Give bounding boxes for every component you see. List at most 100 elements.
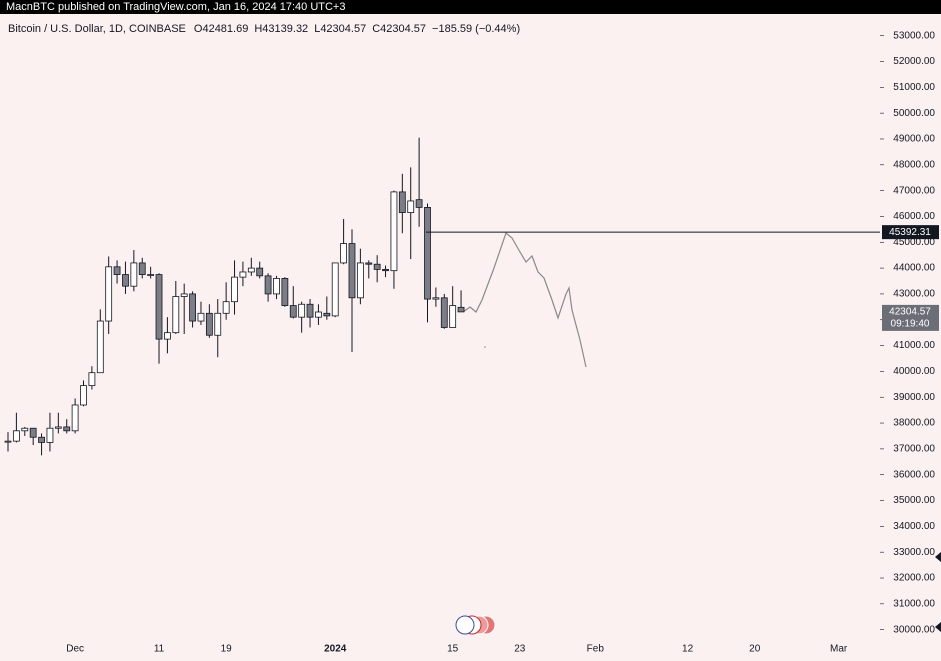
- x-tick-label: 23: [514, 644, 526, 655]
- candle-body: [155, 274, 163, 340]
- y-tick-label: 35000.00: [893, 495, 935, 506]
- y-tick-label: 33000.00: [893, 547, 935, 558]
- candle-body: [449, 305, 457, 328]
- price-tag: [882, 304, 939, 331]
- projection-drawing: [462, 231, 587, 368]
- candle-body: [164, 332, 171, 340]
- y-tick-label: 43000.00: [893, 289, 935, 300]
- y-tick-label: 37000.00: [893, 444, 935, 455]
- candle-body: [365, 262, 373, 265]
- candle-body: [457, 306, 465, 313]
- x-tick-label: 15: [447, 644, 459, 655]
- candle-body: [356, 262, 364, 299]
- ohlc-prefix: O: [194, 23, 203, 35]
- candle-body: [172, 296, 180, 334]
- candle-body: [415, 199, 423, 208]
- candle-body: [231, 276, 238, 303]
- candle-body: [21, 427, 29, 432]
- candle-body: [348, 243, 356, 299]
- price-tag-label: 42304.57: [889, 307, 931, 318]
- header-text: MacnBTC published on TradingView.com, Ja…: [6, 1, 345, 13]
- candle-body: [398, 191, 406, 213]
- candle-body: [298, 303, 306, 318]
- candle-body: [247, 267, 255, 273]
- y-tick-label: 52000.00: [893, 56, 935, 67]
- legend: Bitcoin / U.S. Dollar, 1D, COINBASE O4248…: [8, 23, 520, 35]
- y-tick-label: 31000.00: [893, 598, 935, 609]
- countdown-label: 09:19:40: [891, 319, 930, 330]
- candle-body: [281, 278, 289, 306]
- candle-body: [138, 262, 146, 275]
- y-tick-label: 41000.00: [893, 340, 935, 351]
- candle-body: [390, 191, 398, 272]
- candle-body: [46, 427, 54, 443]
- candle-body: [440, 297, 448, 328]
- candle-body: [315, 311, 322, 318]
- symbol: Bitcoin / U.S. Dollar, 1D, COINBASE: [8, 23, 186, 35]
- candle-body: [29, 427, 37, 438]
- candle-body: [122, 274, 129, 287]
- candle-body: [407, 200, 415, 213]
- y-tick-label: 32000.00: [893, 573, 935, 584]
- candle-body: [130, 262, 138, 287]
- y-tick-label: 36000.00: [893, 469, 935, 480]
- y-tick-label: 46000.00: [893, 211, 935, 222]
- y-tick-label: 38000.00: [893, 418, 935, 429]
- y-tick-label: 50000.00: [893, 108, 935, 119]
- candle-body: [88, 372, 96, 387]
- x-tick-label: 11: [154, 644, 165, 655]
- candle-body: [373, 263, 381, 270]
- y-tick-label: 30000.00: [893, 624, 935, 635]
- candle-body: [180, 293, 188, 297]
- candle-body: [432, 297, 440, 300]
- header-bar: [0, 0, 941, 14]
- candle-body: [382, 268, 389, 272]
- level-tag: [882, 225, 939, 240]
- axis-marker: [935, 622, 941, 632]
- y-tick-label: 45000.00: [893, 237, 935, 248]
- y-tick-label: 53000.00: [893, 30, 935, 41]
- y-tick-label: 48000.00: [893, 159, 935, 170]
- x-tick-label: Mar: [830, 644, 848, 655]
- ohlc-value: 43139.32: [262, 23, 308, 35]
- x-tick-label: 2024: [324, 644, 347, 655]
- ohlc-prefix: C: [372, 23, 380, 35]
- candle-body: [80, 385, 87, 406]
- candle-body: [239, 271, 247, 278]
- candle-body: [306, 303, 314, 318]
- y-tick-label: 51000.00: [893, 82, 935, 93]
- x-tick-label: 20: [749, 644, 761, 655]
- candle-body: [4, 440, 12, 443]
- candle-body: [147, 274, 155, 276]
- candle-body: [331, 262, 339, 317]
- candle-body: [189, 293, 196, 322]
- y-tick-label: 44000.00: [893, 263, 935, 274]
- candle-body: [38, 436, 45, 443]
- candle-body: [273, 278, 280, 295]
- ohlc-value: 42481.69: [202, 23, 248, 35]
- tradingview-logo: [455, 615, 496, 635]
- y-tick-label: 47000.00: [893, 185, 935, 196]
- candle-body: [264, 275, 272, 295]
- x-tick-label: Dec: [66, 644, 84, 655]
- y-tick-label: 40000.00: [893, 366, 935, 377]
- ohlc-prefix: L: [314, 23, 320, 35]
- candle-body: [105, 266, 113, 322]
- candle-body: [289, 305, 297, 318]
- candle-body: [63, 426, 71, 432]
- x-tick-label: 19: [221, 644, 233, 655]
- change: −185.59 (−0.44%): [432, 23, 520, 35]
- candle-body: [256, 267, 264, 277]
- candle-body: [340, 243, 348, 264]
- candle-body: [96, 320, 104, 374]
- candle-body: [113, 266, 121, 275]
- y-tick-label: 34000.00: [893, 521, 935, 532]
- x-tick-label: Feb: [587, 644, 605, 655]
- x-tick-label: 12: [682, 644, 694, 655]
- ohlc-prefix: H: [254, 23, 262, 35]
- drawing-dot: [484, 346, 486, 348]
- candle-body: [214, 312, 222, 336]
- candle-body: [323, 312, 331, 317]
